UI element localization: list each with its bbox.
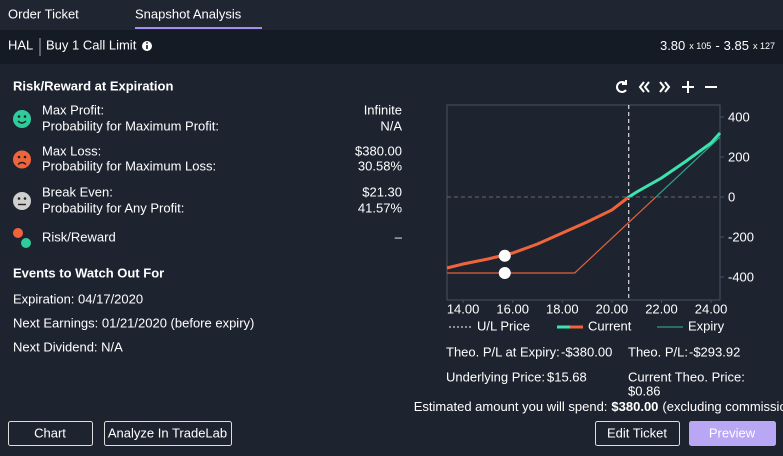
risk-value: 41.57% [358,200,403,215]
info-glyph [146,45,148,49]
risk-label: Probability for Any Profit: [42,200,184,215]
summary-value: $0.86 [628,383,661,398]
button[interactable] [8,421,93,446]
button[interactable] [689,421,776,446]
info-glyph [146,42,148,44]
eye [23,155,27,159]
x-tick-label: 24.00 [695,301,728,316]
symbol: HAL [8,37,33,52]
tab-underline [135,27,262,29]
neutral-icon [13,192,31,210]
tab[interactable]: Order Ticket [8,6,79,21]
quote: 3.80 x 105-3.85 x 127 [660,38,775,53]
summary-label: Theo. P/L at Expiry: [446,344,560,359]
button[interactable] [104,421,232,446]
eye [17,197,21,200]
estimate: Estimated amount you will spend: $380.00 (… [414,399,783,414]
legend-swatch [657,326,683,328]
section-title: Risk/Reward at Expiration [13,78,173,93]
y-tick-label: -400 [728,269,754,284]
estimate-label: Estimated amount you will spend: [414,399,608,414]
x-tick-label: 14.00 [447,301,480,316]
mouth [17,120,27,124]
summary-value: $15.68 [547,369,587,384]
sad-icon [13,150,31,169]
summary-value: -$293.92 [689,344,740,359]
tab-bar [0,0,783,30]
y-tick-label: 400 [728,109,750,124]
event: Next Earnings: 01/21/2020 (before expiry… [13,315,254,330]
risk-label: Max Profit: [42,102,104,117]
happy-icon [13,110,31,128]
estimate-value: $380.00 [611,399,658,414]
panel [0,64,783,456]
forward-icon[interactable] [659,81,671,93]
order-bar [0,30,783,64]
event: Next Dividend: N/A [13,339,123,354]
risk-value: – [395,229,403,244]
x-tick-label: 20.00 [596,301,629,316]
button-label[interactable]: Edit Ticket [607,425,667,440]
price-marker [498,267,511,279]
order-description: Buy 1 Call Limit [46,37,137,52]
x-tick-label: 18.00 [546,301,579,316]
tab[interactable]: Snapshot Analysis [135,6,242,21]
button-label[interactable]: Preview [709,425,756,440]
x-tick-label: 16.00 [496,301,529,316]
eye [23,115,27,118]
section-title: Events to Watch Out For [13,265,164,280]
legend-label: Expiry [688,318,725,333]
event: Expiration: 04/17/2020 [13,291,143,306]
risk-value: N/A [380,118,402,133]
risk-label: Probability for Maximum Profit: [42,118,219,133]
button-label[interactable]: Chart [34,425,66,440]
x-tick-label: 22.00 [645,301,678,316]
risk-value: Infinite [364,102,402,117]
y-tick-label: -200 [728,229,754,244]
y-tick-label: 200 [728,149,750,164]
zoom-in-icon[interactable] [682,81,694,93]
risk-value: $380.00 [355,143,402,158]
eye [17,155,21,159]
risk-label: Risk/Reward [42,229,116,244]
summary-label: Underlying Price: [446,369,545,384]
price-marker [498,249,511,262]
eye [17,115,21,118]
risk-label: Break Even: [42,184,113,199]
chart-toolbar [616,80,717,93]
back-icon[interactable] [638,81,650,93]
risk-label: Max Loss: [42,143,101,158]
series-line [447,136,721,274]
summary-value: -$380.00 [561,344,612,359]
risk-label: Probability for Maximum Loss: [42,158,216,173]
refresh-icon[interactable] [616,80,627,93]
button-label[interactable]: Analyze In TradeLab [108,425,227,440]
plot-frame [446,104,721,301]
quote-part: 3.80 [660,38,685,53]
summary-label: Current Theo. Price: [628,369,745,384]
series-line [446,132,722,270]
eye [23,197,27,200]
legend-swatch [557,325,583,329]
mouth [17,161,27,166]
legend-label: Current [588,318,632,333]
quote-part: 3.85 [724,38,749,53]
summary-label: Theo. P/L: [628,344,688,359]
risk-reward-icon [21,238,31,248]
quote-part: - [715,38,719,53]
quote-part: x 127 [753,41,775,51]
legend-label: U/L Price [477,318,530,333]
risk-value: 30.58% [358,158,403,173]
estimate-note: (excluding commission) [662,399,783,414]
risk-reward-icon [13,228,23,238]
quote-part: x 105 [689,41,711,51]
risk-value: $21.30 [362,184,402,199]
button[interactable] [595,421,680,446]
y-tick-label: 0 [728,189,735,204]
